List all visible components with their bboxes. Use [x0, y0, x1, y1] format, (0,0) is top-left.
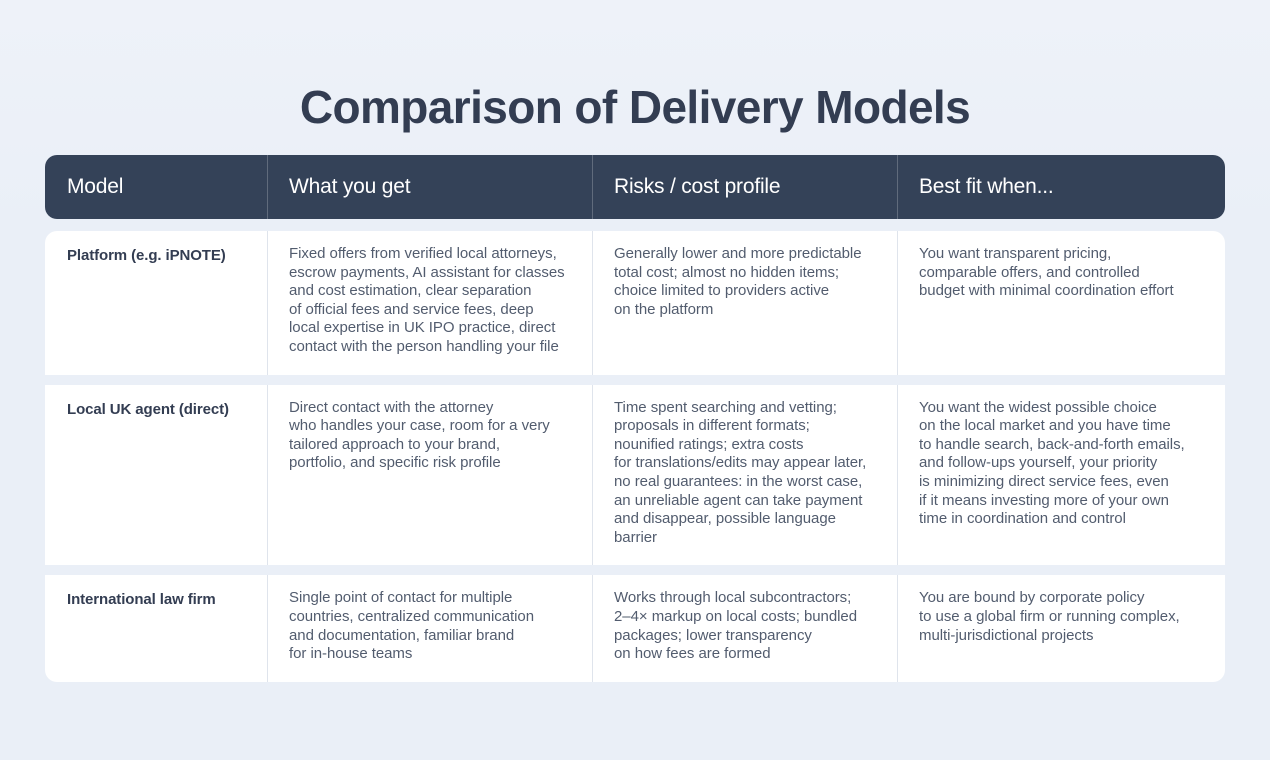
table-row: Local UK agent (direct) Direct contact w… — [45, 384, 1225, 566]
cell-what-you-get: Single point of contact for multiple cou… — [267, 575, 592, 683]
cell-best-fit: You want transparent pricing, comparable… — [897, 231, 1225, 375]
column-header-what-you-get: What you get — [267, 155, 592, 219]
cell-risks: Time spent searching and vetting; propos… — [592, 384, 897, 566]
page-title: Comparison of Delivery Models — [299, 81, 971, 133]
table-row: International law firm Single point of c… — [45, 575, 1225, 683]
cell-best-fit-text: You want the widest possible choice on t… — [919, 398, 1185, 528]
cell-what-you-get-text: Fixed offers from verified local attorne… — [289, 245, 565, 355]
table-row: Platform (e.g. iPNOTE) Fixed offers from… — [45, 231, 1225, 375]
cell-risks-text: Time spent searching and vetting; propos… — [614, 398, 867, 546]
cell-best-fit: You want the widest possible choice on t… — [897, 384, 1225, 566]
cell-what-you-get-text: Direct contact with the attorney who han… — [289, 398, 550, 472]
cell-risks-text: Works through local subcontractors; 2–4×… — [614, 589, 857, 663]
table-body: Platform (e.g. iPNOTE) Fixed offers from… — [45, 231, 1225, 683]
cell-risks: Generally lower and more predictable tot… — [592, 231, 897, 375]
column-header-model: Model — [67, 175, 124, 198]
comparison-table: Model What you get Risks / cost profile … — [45, 155, 1225, 683]
cell-best-fit-text: You want transparent pricing, comparable… — [919, 245, 1174, 300]
cell-what-you-get: Direct contact with the attorney who han… — [267, 384, 592, 566]
cell-model: International law firm — [67, 591, 216, 609]
column-header-risks-cost-profile: Risks / cost profile — [592, 155, 897, 219]
cell-model: Local UK agent (direct) — [67, 400, 229, 418]
cell-what-you-get: Fixed offers from verified local attorne… — [267, 231, 592, 375]
cell-risks-text: Generally lower and more predictable tot… — [614, 245, 862, 318]
column-header-best-fit-when: Best fit when... — [897, 155, 1225, 219]
cell-what-you-get-text: Single point of contact for multiple cou… — [289, 589, 534, 663]
cell-best-fit: You are bound by corporate policy to use… — [897, 575, 1225, 683]
cell-risks: Works through local subcontractors; 2–4×… — [592, 575, 897, 683]
cell-model: Platform (e.g. iPNOTE) — [67, 247, 226, 264]
table-header-row: Model What you get Risks / cost profile … — [45, 155, 1225, 219]
cell-best-fit-text: You are bound by corporate policy to use… — [919, 589, 1180, 644]
